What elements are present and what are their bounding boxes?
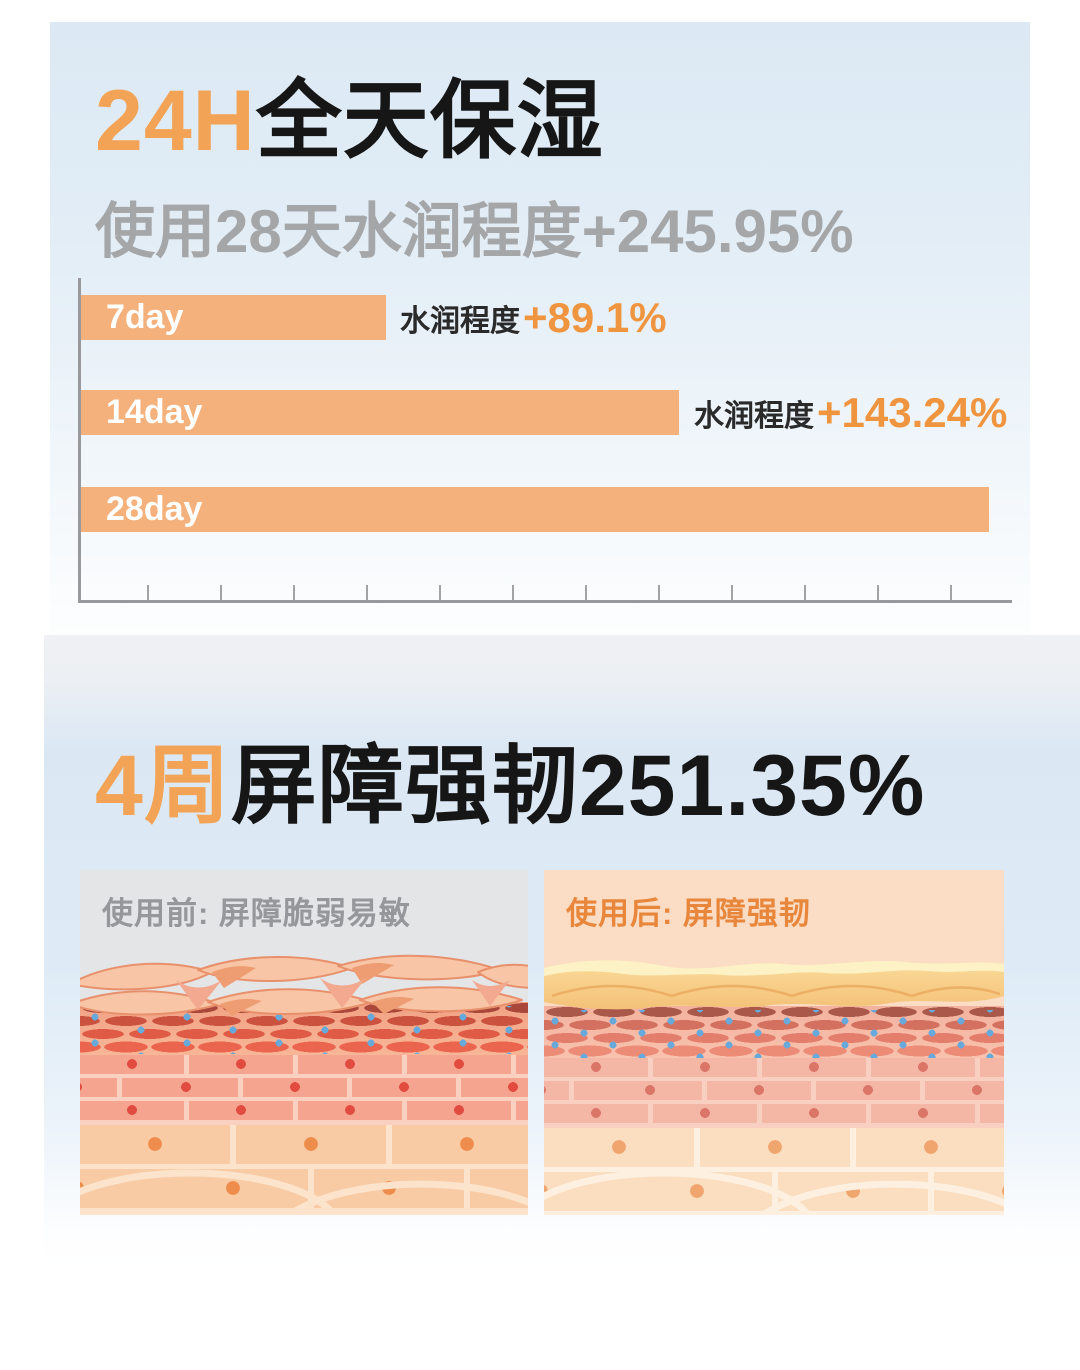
moisture-section: 24H全天保湿 使用28天水润程度+245.95% 7day 水润程度 +89.1…	[50, 22, 1030, 635]
barrier-title: 4周屏障强韧251.35%	[95, 743, 925, 829]
moisture-subtitle: 使用28天水润程度+245.95%	[95, 198, 854, 265]
moisture-dots	[544, 1010, 1004, 1058]
annotation-14day: 水润程度 +143.24%	[694, 388, 1008, 436]
chart-x-axis	[78, 600, 1012, 603]
annotation-14day-metric: 水润程度	[694, 399, 814, 433]
bar-14day-label: 14day	[106, 393, 203, 431]
skin-cells-layer	[544, 1006, 1004, 1058]
bar-7day: 7day	[81, 295, 386, 340]
hydration-bar-chart: 7day 水润程度 +89.1% 14day 水润程度 +143.24% 28day	[78, 278, 1012, 603]
barrier-title-highlight: 4周	[95, 738, 231, 834]
dermis-arches-graphic	[544, 1169, 1004, 1215]
damaged-skin-flakes-graphic	[80, 954, 528, 1016]
smooth-skin-barrier-graphic	[544, 960, 1004, 1010]
after-panel: 使用后: 屏障强韧	[544, 870, 1004, 1215]
after-panel-label: 使用后: 屏障强韧	[544, 870, 1004, 950]
annotation-7day-metric: 水润程度	[400, 304, 520, 338]
annotation-7day-value: +89.1%	[523, 293, 667, 341]
skin-barrier-before-illustration	[80, 950, 528, 1215]
bar-14day: 14day	[81, 390, 679, 435]
epidermis-layer	[80, 1055, 528, 1125]
epidermis-layer	[544, 1058, 1004, 1128]
moisture-title: 24H全天保湿	[95, 78, 604, 164]
moisture-title-highlight: 24H	[95, 73, 256, 169]
dermis-arches-graphic	[80, 1169, 528, 1215]
before-after-comparison: 使用前: 屏障脆弱易敏	[80, 870, 1004, 1215]
bar-28day: 28day	[81, 487, 989, 532]
bar-7day-label: 7day	[106, 298, 184, 336]
annotation-7day: 水润程度 +89.1%	[400, 293, 667, 341]
skin-barrier-after-illustration	[544, 950, 1004, 1215]
before-panel-label: 使用前: 屏障脆弱易敏	[80, 870, 528, 950]
chart-y-axis	[78, 278, 81, 603]
bar-28day-label: 28day	[106, 490, 203, 528]
before-panel: 使用前: 屏障脆弱易敏	[80, 870, 528, 1215]
barrier-title-rest: 屏障强韧251.35%	[230, 738, 926, 834]
moisture-title-rest: 全天保湿	[255, 73, 604, 169]
annotation-14day-value: +143.24%	[817, 388, 1008, 436]
barrier-section: 4周屏障强韧251.35% 使用前: 屏障脆弱易敏	[44, 635, 1080, 1267]
